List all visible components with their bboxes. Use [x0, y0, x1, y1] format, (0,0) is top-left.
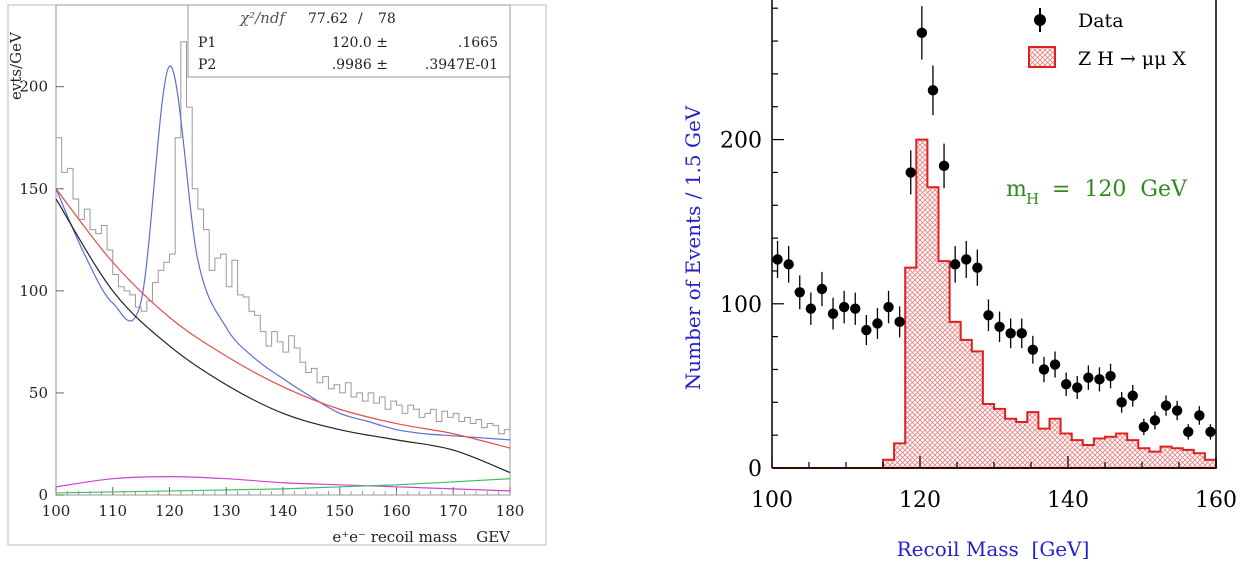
left-y-axis-title: evts/GeV	[7, 31, 25, 100]
data-point	[1116, 391, 1127, 413]
data-point	[961, 240, 972, 278]
data-point	[1171, 400, 1183, 421]
left-x-tick-label: 100	[42, 502, 71, 520]
data-point	[872, 308, 883, 339]
data-point	[1105, 363, 1116, 389]
chi-ndf: 78	[378, 11, 396, 27]
p1-value: 120.0 ±	[332, 35, 388, 51]
legend-data-label: Data	[1078, 10, 1124, 32]
data-point	[816, 271, 828, 307]
mass-annotation: m H = 120 GeV	[1006, 177, 1188, 208]
data-point	[1149, 411, 1161, 430]
data-point	[1160, 395, 1172, 416]
data-point	[1038, 356, 1050, 383]
left-x-tick-label: 110	[98, 502, 127, 520]
data-point	[1083, 365, 1094, 390]
right-x-tick-label: 160	[1195, 488, 1237, 513]
mh-symbol: m	[1006, 177, 1027, 202]
data-point	[1183, 424, 1194, 440]
data-point	[1005, 318, 1016, 349]
left-plot-svg: 100 110 120 130 140 150 160 170 180050100150200 …	[7, 4, 547, 546]
right-y-tick-label: 0	[748, 457, 762, 482]
data-point	[805, 292, 817, 325]
p2-label: P2	[198, 57, 216, 73]
data-point	[783, 246, 794, 283]
background-fit-curve-black	[55, 198, 511, 474]
data-point	[1049, 351, 1061, 378]
chi-value: 77.62	[308, 11, 348, 27]
right-y-axis-title: Number of Events / 1.5 GeV	[681, 105, 705, 390]
legend-signal-swatch	[1028, 46, 1056, 68]
left-y-tick-label: 50	[29, 384, 48, 402]
data-point	[905, 150, 916, 195]
left-x-tick-label: 130	[212, 502, 241, 520]
data-point	[1094, 367, 1105, 392]
data-point	[938, 143, 950, 189]
recoil-mass-histogram	[55, 41, 510, 495]
left-x-tick-label: 180	[496, 502, 525, 520]
data-point	[883, 290, 894, 324]
right-y-tick-label: 100	[720, 293, 762, 318]
data-point	[850, 292, 861, 325]
right-x-tick-label: 100	[751, 488, 793, 513]
data-point	[916, 6, 928, 60]
p1-label: P1	[198, 35, 216, 51]
right-x-tick-label: 140	[1047, 488, 1089, 513]
p2-value: .9986 ±	[332, 57, 388, 73]
legend-data-marker	[1034, 8, 1046, 32]
total-fit-curve	[55, 65, 511, 441]
data-point	[1138, 418, 1150, 436]
data-point	[894, 306, 905, 338]
right-x-tick-label: 120	[899, 488, 941, 513]
right-plot-svg: 100 120 140 160 0 100 200 Data Z H → μμ X m H …	[681, 0, 1237, 561]
left-x-tick-label: 140	[269, 502, 298, 520]
data-point	[838, 290, 850, 324]
data-point	[827, 297, 839, 330]
left-x-tick-label: 160	[382, 502, 411, 520]
data-point	[1027, 335, 1039, 364]
right-x-axis-title: Recoil Mass [GeV]	[897, 537, 1090, 561]
right-recoil-plot: 100 120 140 160 0 100 200 Data Z H → μμ X m H …	[660, 0, 1244, 563]
left-fit-plot: 100 110 120 130 140 150 160 170 180 0 50 100 150 200 …	[0, 0, 560, 563]
left-y-tick-label: 100	[19, 282, 48, 300]
fit-stats-box: χ²/ndf 77.62 / 78 P1 120.0 ± .1665 P2 .9…	[187, 4, 511, 78]
left-x-tick-label: 120	[155, 502, 184, 520]
data-point	[794, 275, 805, 310]
mh-value: = 120 GeV	[1052, 177, 1188, 202]
data-point	[1194, 406, 1205, 425]
left-y-tick-label: 150	[19, 180, 48, 198]
data-point	[772, 240, 783, 278]
left-y-tick-label: 200	[19, 78, 48, 96]
legend: Data Z H → μμ X	[1028, 8, 1187, 70]
data-point	[927, 65, 939, 116]
p2-error: .3947E-01	[425, 57, 498, 73]
data-point	[994, 311, 1005, 343]
left-x-tick-label: 150	[325, 502, 354, 520]
left-x-axis-title: e⁺e⁻ recoil mass GEV	[332, 528, 511, 546]
signal-histogram	[772, 138, 1217, 469]
p1-error: .1665	[458, 35, 498, 51]
background-fit-curve-red	[55, 188, 511, 449]
chi-separator: /	[358, 11, 363, 27]
data-point	[949, 246, 961, 283]
data-point	[1060, 372, 1072, 396]
magenta-component-curve	[55, 476, 511, 492]
left-frame	[7, 4, 547, 546]
chi-label: χ²/ndf	[239, 9, 287, 27]
data-point	[983, 299, 994, 332]
mh-subscript: H	[1026, 190, 1039, 208]
right-y-tick-label: 200	[720, 129, 762, 154]
data-point	[1072, 376, 1083, 400]
legend-signal-label: Z H → μμ X	[1078, 48, 1187, 70]
data-point	[861, 315, 872, 346]
left-x-tick-label: 170	[439, 502, 468, 520]
left-y-tick-label: 0	[38, 486, 48, 504]
data-point	[1205, 424, 1216, 440]
data-point	[1016, 318, 1027, 349]
data-point	[1127, 384, 1138, 407]
data-point	[972, 249, 983, 286]
